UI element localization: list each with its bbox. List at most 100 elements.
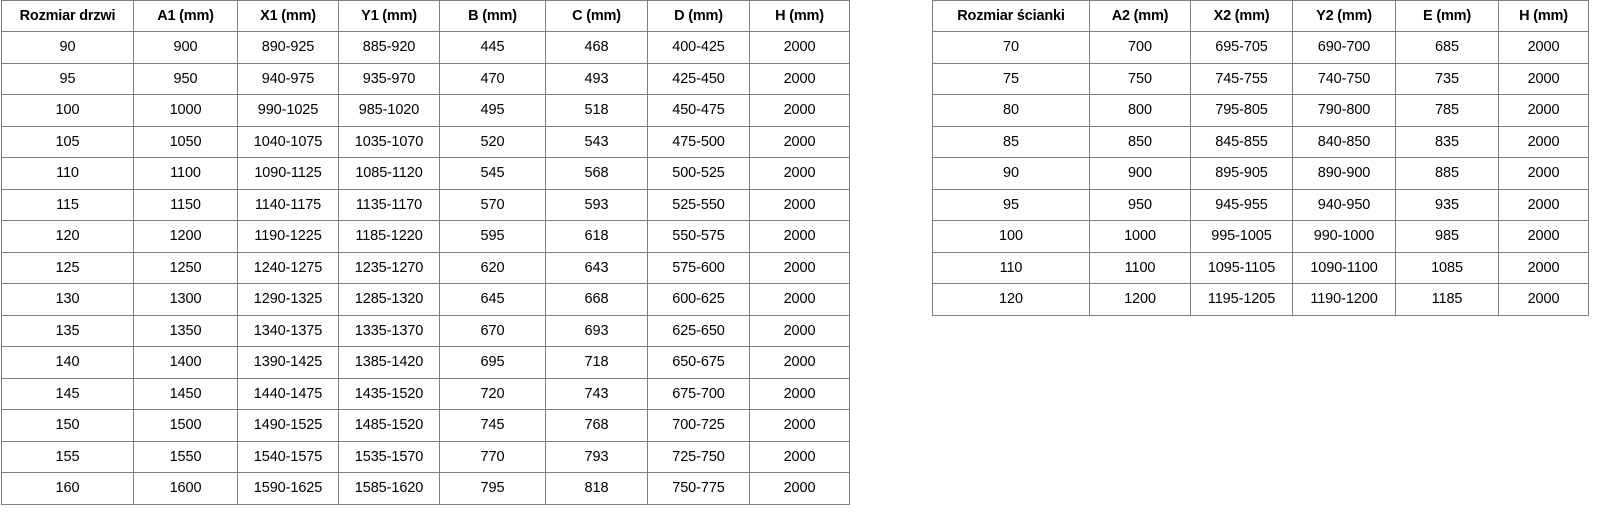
- table-header-row: Rozmiar drzwi A1 (mm) X1 (mm) Y1 (mm) B (mm)…: [1, 0, 850, 32]
- wall-table-header: Rozmiar ścianki A2 (mm) X2 (mm) Y2 (mm) E (m…: [932, 0, 1589, 32]
- cell-r0-c4: 445: [439, 31, 546, 64]
- cell-r10-c2: 1390-1425: [237, 346, 339, 379]
- column-header-6: D (mm): [647, 0, 750, 32]
- column-header-1: A1 (mm): [133, 0, 238, 32]
- cell-r3-c5: 2000: [1498, 125, 1589, 158]
- cell-r11-c1: 1450: [133, 377, 238, 410]
- table-row: 80 800 795-805 790-800 785 2000: [932, 94, 1589, 127]
- cell-r5-c3: 940-950: [1292, 188, 1396, 221]
- cell-r2-c2: 990-1025: [237, 94, 339, 127]
- cell-r12-c2: 1490-1525: [237, 409, 339, 442]
- cell-r1-c6: 425-450: [647, 62, 750, 95]
- cell-r2-c3: 790-800: [1292, 94, 1396, 127]
- cell-r7-c2: 1240-1275: [237, 251, 339, 284]
- cell-r2-c1: 1000: [133, 94, 238, 127]
- cell-r5-c5: 2000: [1498, 188, 1589, 221]
- cell-r1-c5: 493: [545, 62, 648, 95]
- door-dimensions-table: Rozmiar drzwi A1 (mm) X1 (mm) Y1 (mm) B (mm)…: [1, 0, 850, 505]
- cell-r5-c0: 115: [1, 188, 134, 221]
- cell-r13-c7: 2000: [749, 440, 850, 473]
- cell-r0-c3: 690-700: [1292, 31, 1396, 64]
- cell-r7-c2: 1095-1105: [1190, 251, 1293, 284]
- cell-r6-c5: 618: [545, 220, 648, 253]
- cell-r10-c1: 1400: [133, 346, 238, 379]
- cell-r3-c2: 1040-1075: [237, 125, 339, 158]
- cell-r6-c7: 2000: [749, 220, 850, 253]
- table-row: 145 1450 1440-1475 1435-1520 720 743 675-700 20…: [1, 377, 850, 410]
- column-header-5: H (mm): [1498, 0, 1589, 32]
- wall-panel-dimensions-table: Rozmiar ścianki A2 (mm) X2 (mm) Y2 (mm) E (m…: [932, 0, 1589, 316]
- cell-r1-c0: 95: [1, 62, 134, 95]
- cell-r12-c6: 700-725: [647, 409, 750, 442]
- cell-r1-c3: 935-970: [338, 62, 440, 95]
- column-header-0: Rozmiar drzwi: [1, 0, 134, 32]
- table-row: 120 1200 1195-1205 1190-1200 1185 2000: [932, 283, 1589, 316]
- cell-r10-c3: 1385-1420: [338, 346, 440, 379]
- cell-r0-c2: 695-705: [1190, 31, 1293, 64]
- table-row: 95 950 945-955 940-950 935 2000: [932, 188, 1589, 221]
- cell-r4-c0: 110: [1, 157, 134, 190]
- cell-r3-c7: 2000: [749, 125, 850, 158]
- cell-r11-c0: 145: [1, 377, 134, 410]
- cell-r4-c3: 1085-1120: [338, 157, 440, 190]
- cell-r3-c2: 845-855: [1190, 125, 1293, 158]
- cell-r1-c7: 2000: [749, 62, 850, 95]
- table-row: 85 850 845-855 840-850 835 2000: [932, 125, 1589, 158]
- door-table-header: Rozmiar drzwi A1 (mm) X1 (mm) Y1 (mm) B (mm)…: [1, 0, 850, 32]
- cell-r3-c0: 85: [932, 125, 1090, 158]
- cell-r7-c4: 1085: [1395, 251, 1499, 284]
- table-row: 110 1100 1095-1105 1090-1100 1085 2000: [932, 251, 1589, 284]
- cell-r11-c2: 1440-1475: [237, 377, 339, 410]
- cell-r14-c1: 1600: [133, 472, 238, 505]
- cell-r9-c1: 1350: [133, 314, 238, 347]
- cell-r9-c5: 693: [545, 314, 648, 347]
- cell-r3-c4: 520: [439, 125, 546, 158]
- cell-r5-c2: 1140-1175: [237, 188, 339, 221]
- cell-r13-c1: 1550: [133, 440, 238, 473]
- cell-r5-c5: 593: [545, 188, 648, 221]
- cell-r6-c2: 995-1005: [1190, 220, 1293, 253]
- cell-r6-c0: 100: [932, 220, 1090, 253]
- cell-r2-c4: 495: [439, 94, 546, 127]
- cell-r3-c1: 850: [1089, 125, 1191, 158]
- table-row: 115 1150 1140-1175 1135-1170 570 593 525-550 20…: [1, 188, 850, 221]
- cell-r4-c6: 500-525: [647, 157, 750, 190]
- cell-r0-c3: 885-920: [338, 31, 440, 64]
- cell-r8-c4: 645: [439, 283, 546, 316]
- cell-r2-c5: 518: [545, 94, 648, 127]
- cell-r5-c3: 1135-1170: [338, 188, 440, 221]
- cell-r5-c2: 945-955: [1190, 188, 1293, 221]
- cell-r4-c3: 890-900: [1292, 157, 1396, 190]
- cell-r1-c4: 735: [1395, 62, 1499, 95]
- table-row: 130 1300 1290-1325 1285-1320 645 668 600-625 20…: [1, 283, 850, 316]
- cell-r1-c2: 745-755: [1190, 62, 1293, 95]
- cell-r9-c7: 2000: [749, 314, 850, 347]
- cell-r0-c7: 2000: [749, 31, 850, 64]
- cell-r7-c5: 2000: [1498, 251, 1589, 284]
- cell-r10-c6: 650-675: [647, 346, 750, 379]
- cell-r6-c0: 120: [1, 220, 134, 253]
- cell-r0-c4: 685: [1395, 31, 1499, 64]
- cell-r6-c4: 985: [1395, 220, 1499, 253]
- cell-r3-c6: 475-500: [647, 125, 750, 158]
- cell-r3-c4: 835: [1395, 125, 1499, 158]
- cell-r1-c4: 470: [439, 62, 546, 95]
- cell-r5-c6: 525-550: [647, 188, 750, 221]
- table-row: 120 1200 1190-1225 1185-1220 595 618 550-575 20…: [1, 220, 850, 253]
- cell-r6-c6: 550-575: [647, 220, 750, 253]
- table-row: 70 700 695-705 690-700 685 2000: [932, 31, 1589, 64]
- cell-r4-c5: 568: [545, 157, 648, 190]
- cell-r8-c1: 1200: [1089, 283, 1191, 316]
- cell-r14-c2: 1590-1625: [237, 472, 339, 505]
- column-header-3: Y1 (mm): [338, 0, 440, 32]
- cell-r4-c7: 2000: [749, 157, 850, 190]
- cell-r12-c3: 1485-1520: [338, 409, 440, 442]
- cell-r3-c1: 1050: [133, 125, 238, 158]
- cell-r6-c4: 595: [439, 220, 546, 253]
- table-row: 100 1000 995-1005 990-1000 985 2000: [932, 220, 1589, 253]
- cell-r6-c3: 990-1000: [1292, 220, 1396, 253]
- cell-r6-c5: 2000: [1498, 220, 1589, 253]
- cell-r5-c1: 1150: [133, 188, 238, 221]
- cell-r8-c3: 1285-1320: [338, 283, 440, 316]
- column-header-5: C (mm): [545, 0, 648, 32]
